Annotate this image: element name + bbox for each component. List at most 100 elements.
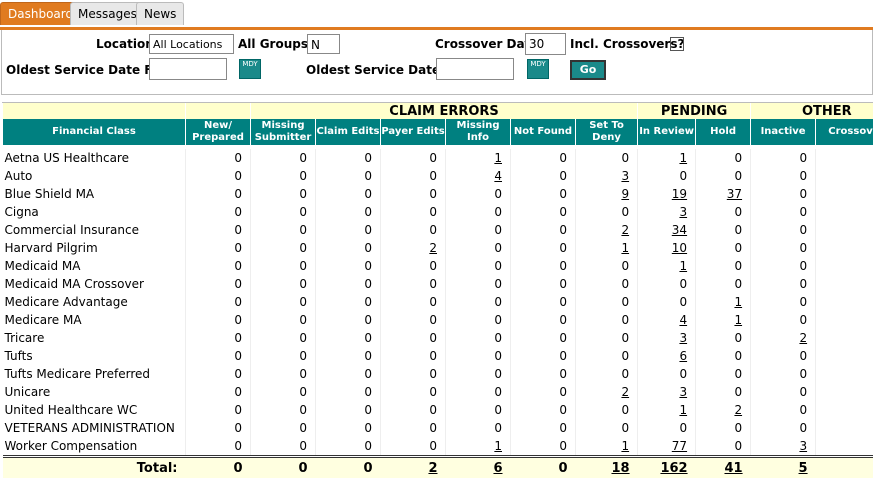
count-link[interactable]: 41 [724,461,742,476]
cell: 0 [446,311,511,329]
count-link[interactable]: 1 [679,151,687,165]
count-link[interactable]: 6 [493,461,502,476]
cell: 0 [251,437,316,457]
crossover-days-input[interactable]: 30 [525,33,566,55]
column-header: New/ Prepared [186,119,251,147]
cell: 0 [186,383,251,401]
cell: 0 [316,147,381,167]
count-link[interactable]: 4 [494,169,502,183]
cell: 2 [751,329,816,347]
label: Incl. Crossovers? [570,37,684,51]
count-link[interactable]: 2 [429,241,437,255]
cell: 0 [446,419,511,437]
cell: 0 [251,147,316,167]
tab[interactable]: Messages [70,2,145,25]
column-header: Missing Submitter [251,119,316,147]
tab[interactable]: Dashboard [0,2,81,25]
count-link[interactable]: 5 [799,461,808,476]
cell: 0 [316,239,381,257]
count-link[interactable]: 4 [679,313,687,327]
count-link[interactable]: 2 [799,331,807,345]
data-row: Tufts Medicare Preferred00000000000 [3,365,873,383]
cell: 0 [381,275,446,293]
column-header: Inactive [751,119,816,147]
cell: 0 [446,257,511,275]
location-select[interactable]: All Locations [149,34,234,54]
count-link[interactable]: 2 [734,403,742,417]
cell: 0 [751,203,816,221]
column-header: Crossovers [816,119,873,147]
cell: Medicare Advantage [3,293,186,311]
cell: 1 [638,257,696,275]
count-link[interactable]: 3 [679,205,687,219]
calendar-button[interactable]: MDY [239,59,261,79]
count-link[interactable]: 1 [679,403,687,417]
cell: 0 [816,457,873,479]
data-row: Harvard Pilgrim000200110000 [3,239,873,257]
count-link[interactable]: 77 [672,439,687,453]
count-link[interactable]: 19 [672,187,687,201]
count-link[interactable]: 3 [679,331,687,345]
cell: 0 [751,311,816,329]
tab[interactable]: News [136,2,184,25]
cell: 0 [446,329,511,347]
cell: 19 [638,185,696,203]
count-link[interactable]: 3 [679,385,687,399]
cell: Tricare [3,329,186,347]
cell: 0 [381,293,446,311]
count-link[interactable]: 1 [734,313,742,327]
count-link[interactable]: 34 [672,223,687,237]
cell: 0 [186,203,251,221]
count-link[interactable]: 162 [660,461,687,476]
count-link[interactable]: 1 [621,439,629,453]
count-link[interactable]: 3 [799,439,807,453]
go-button[interactable]: Go [570,60,606,80]
date-input[interactable] [149,58,227,80]
count-link[interactable]: 37 [727,187,742,201]
cell: 0 [696,275,751,293]
data-row: Medicare Advantage00000000100 [3,293,873,311]
count-link[interactable]: 18 [611,461,629,476]
count-link[interactable]: 2 [621,223,629,237]
cell: 0 [511,239,576,257]
data-row: Medicaid MA Crossover00000000000 [3,275,873,293]
cell: 1 [638,147,696,167]
checkbox[interactable] [670,37,684,51]
cell: Tufts Medicare Preferred [3,365,186,383]
calendar-button[interactable]: MDY [527,59,549,79]
cell: 0 [251,239,316,257]
cell: 0 [381,347,446,365]
cell: 6 [446,457,511,479]
count-link[interactable]: 1 [621,241,629,255]
count-link[interactable]: 1 [494,151,502,165]
count-link[interactable]: 10 [672,241,687,255]
count-link[interactable]: 1 [494,439,502,453]
date-input[interactable] [436,58,514,80]
groups-select[interactable]: N [307,34,340,54]
data-row: Commercial Insurance000000234000 [3,221,873,239]
cell: 0 [751,221,816,239]
cell: 0 [186,329,251,347]
cell: 0 [751,147,816,167]
count-link[interactable]: 2 [428,461,437,476]
count-link[interactable]: 9 [621,187,629,201]
cell: 0 [381,167,446,185]
count-link[interactable]: 1 [679,259,687,273]
cell: 4 [638,311,696,329]
cell: 0 [816,275,873,293]
cell: Harvard Pilgrim [3,239,186,257]
cell: United Healthcare WC [3,401,186,419]
cell: 0 [316,437,381,457]
cell: 0 [511,185,576,203]
count-link[interactable]: 3 [621,169,629,183]
cell: 0 [446,293,511,311]
count-link[interactable]: 2 [621,385,629,399]
cell: 0 [511,311,576,329]
count-link[interactable]: 6 [679,349,687,363]
cell: 9 [576,185,638,203]
count-link[interactable]: 1 [734,295,742,309]
data-row: Tricare00000003020 [3,329,873,347]
cell: 0 [576,293,638,311]
cell: 2 [381,457,446,479]
cell: 0 [696,437,751,457]
